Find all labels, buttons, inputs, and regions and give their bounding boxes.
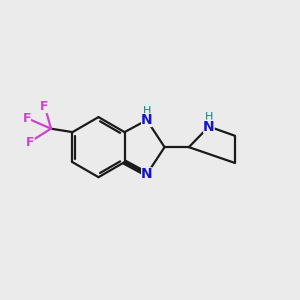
Text: N: N (203, 119, 215, 134)
Text: N: N (141, 113, 153, 127)
Text: F: F (22, 112, 31, 125)
Text: F: F (40, 100, 48, 113)
Text: H: H (205, 112, 213, 122)
Text: F: F (26, 136, 35, 149)
Text: H: H (142, 106, 151, 116)
Text: N: N (141, 167, 153, 181)
